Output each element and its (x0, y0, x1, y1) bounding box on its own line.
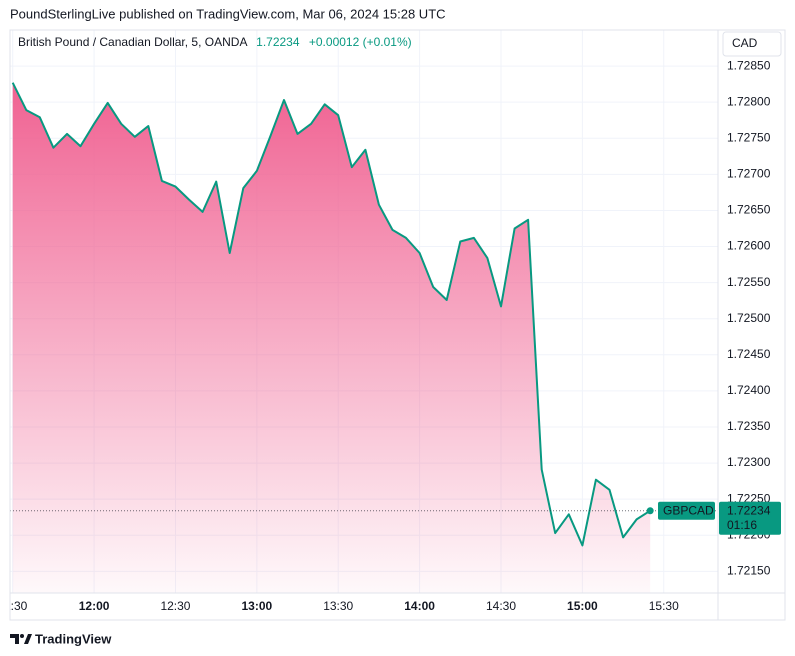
price-tag-countdown: 01:16 (727, 518, 757, 532)
price-tag-value: 1.72234 (727, 503, 771, 517)
plot (10, 82, 718, 593)
y-tick-label: 1.72450 (727, 347, 771, 361)
y-tick-label: 1.72150 (727, 564, 771, 578)
series-tag: GBPCAD (663, 503, 714, 517)
y-tick-label: 1.72350 (727, 419, 771, 433)
x-tick-label: 11:30 (0, 599, 28, 613)
x-tick-label: 15:00 (567, 599, 598, 613)
line (11, 82, 651, 547)
y-tick-label: 1.72550 (727, 275, 771, 289)
x-tick-label: 12:30 (160, 599, 190, 613)
x-tick-label: 15:30 (649, 599, 679, 613)
y-tick-label: 1.72650 (727, 203, 771, 217)
currency[interactable]: CAD (732, 36, 758, 50)
x-axis: 11:30 12:00 12:30 13:00 13:30 14:00 14:30 15:00… (0, 599, 679, 613)
currency-button[interactable] (722, 31, 782, 57)
legend-change: +0.00012 (+0.01%) (309, 35, 412, 49)
area (12, 82, 651, 593)
brand: TradingView (35, 631, 112, 646)
y-tick-label: 1.72600 (727, 239, 771, 253)
y-tick-label: 1.72750 (727, 130, 771, 144)
price-tag-bg (719, 501, 781, 535)
x-tick-label: 14:30 (486, 599, 516, 613)
legend-title: British Pound / Canadian Dollar, 5, OAND… (18, 35, 247, 49)
y-tick-label: 1.72850 (727, 58, 771, 72)
frame (9, 29, 786, 621)
y-tick-label: 1.72700 (727, 167, 771, 181)
x-tick-label: 14:00 (404, 599, 435, 613)
brand-logo (10, 634, 32, 644)
series-tag-bg (658, 501, 715, 520)
y-tick-label: 1.72800 (727, 94, 771, 108)
legend-value: 1.72234 (256, 35, 300, 49)
x-tick-label: 13:00 (241, 599, 272, 613)
publisher: PoundSterlingLive published on TradingVi… (10, 6, 446, 21)
y-tick-label: 1.72300 (727, 455, 771, 469)
y-tick-label: 1.72400 (727, 383, 771, 397)
y-axis: 1.721501.722001.722501.723001.723501.724… (727, 58, 771, 577)
x-tick-label: 12:00 (79, 599, 110, 613)
y-tick-label: 1.72500 (727, 311, 771, 325)
last-point (646, 507, 654, 515)
x-tick-label: 13:30 (323, 599, 353, 613)
legend: British Pound / Canadian Dollar, 5, OAND… (18, 35, 412, 49)
